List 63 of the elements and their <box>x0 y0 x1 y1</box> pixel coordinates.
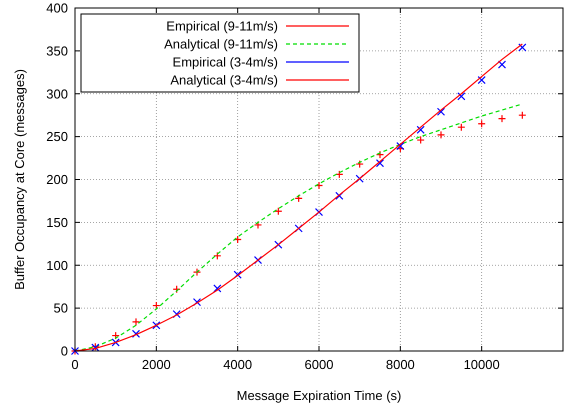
point <box>213 284 222 292</box>
point <box>436 108 446 116</box>
legend-label: Empirical (3-4m/s) <box>172 54 278 70</box>
y-tick-label: 100 <box>46 258 68 273</box>
point <box>314 181 324 190</box>
point <box>457 123 466 132</box>
point <box>132 330 140 338</box>
y-tick-label: 400 <box>46 0 68 16</box>
point <box>335 192 344 200</box>
point <box>416 136 425 144</box>
point <box>172 310 181 318</box>
point <box>356 174 364 183</box>
point <box>152 321 160 330</box>
y-tick-label: 250 <box>46 129 68 144</box>
y-axis-title: Buffer Occupancy at Core (messages) <box>12 69 27 290</box>
point <box>376 159 384 168</box>
point <box>132 318 140 326</box>
x-tick-label: 4000 <box>223 357 252 372</box>
y-tick-label: 350 <box>46 43 68 58</box>
point <box>335 170 344 178</box>
point <box>457 92 466 100</box>
point <box>518 111 526 120</box>
point <box>234 270 242 279</box>
point <box>314 208 324 216</box>
point <box>274 207 282 216</box>
point <box>436 130 446 140</box>
point <box>518 43 526 52</box>
point <box>152 301 160 310</box>
y-tick-label: 200 <box>46 172 68 188</box>
point <box>294 224 303 232</box>
point <box>376 150 384 159</box>
point <box>356 160 364 168</box>
point <box>254 256 262 264</box>
x-tick-label: 8000 <box>386 357 415 372</box>
point <box>294 194 303 202</box>
x-tick-label: 0 <box>71 357 79 372</box>
point <box>478 76 486 84</box>
point <box>254 220 262 230</box>
point <box>234 235 242 244</box>
x-tick-label: 6000 <box>304 357 334 372</box>
point <box>396 144 404 153</box>
point <box>172 285 181 294</box>
point <box>213 252 222 260</box>
point <box>192 268 202 276</box>
point <box>274 240 282 249</box>
x-tick-label: 10000 <box>464 357 500 372</box>
point <box>498 60 506 69</box>
y-tick-label: 300 <box>46 86 68 102</box>
y-tick-label: 50 <box>54 300 68 316</box>
legend-label: Analytical (3-4m/s) <box>170 72 278 88</box>
point <box>192 298 202 306</box>
point <box>112 331 120 340</box>
x-tick-label: 2000 <box>142 357 171 372</box>
y-tick-label: 0 <box>60 344 68 359</box>
point <box>112 338 120 347</box>
point <box>396 142 404 150</box>
point <box>498 114 506 123</box>
point <box>478 120 486 128</box>
legend-label: Empirical (9-11m/s) <box>166 18 278 34</box>
legend-label: Analytical (9-11m/s) <box>164 36 278 52</box>
point <box>416 126 425 134</box>
y-tick-label: 150 <box>46 214 68 230</box>
x-axis-title: Message Expiration Time (s) <box>236 388 402 403</box>
